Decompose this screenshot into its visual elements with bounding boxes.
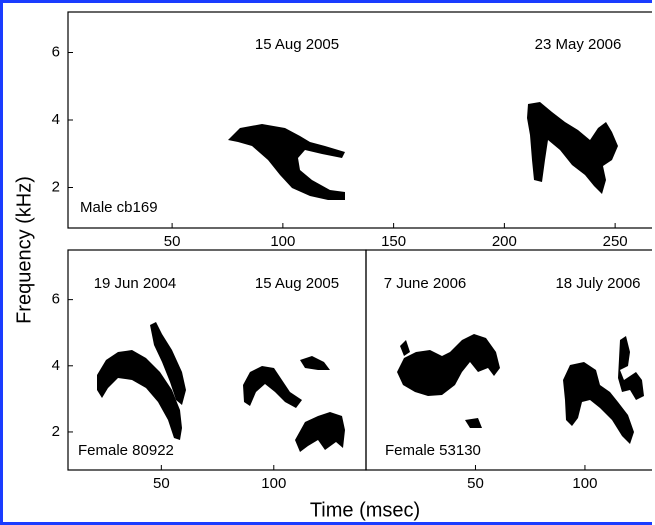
spectrogram-blob [563, 362, 634, 444]
spectrogram-blob [228, 124, 345, 200]
y-tick-label: 6 [52, 43, 60, 60]
x-tick-label: 100 [270, 233, 295, 250]
date-annotation: 19 Jun 2004 [94, 275, 177, 292]
spectrogram-blob [527, 102, 618, 194]
date-annotation: 7 June 2006 [384, 275, 467, 292]
spectrogram-blob [465, 418, 482, 428]
panel-label: Female 53130 [385, 442, 481, 459]
panel-frame [365, 249, 652, 471]
spectrogram-blob [150, 322, 186, 405]
x-tick-label: 100 [261, 475, 286, 492]
spectrogram-blob [243, 366, 302, 408]
y-tick-label: 4 [52, 111, 60, 128]
date-annotation: 18 July 2006 [555, 275, 640, 292]
spectrogram-blob [397, 334, 500, 396]
date-annotation: 15 Aug 2005 [255, 36, 339, 53]
x-tick-label: 100 [572, 475, 597, 492]
spectrogram-blob [618, 336, 644, 400]
y-tick-label: 2 [52, 423, 60, 440]
y-axis-label: Frequency (kHz) [13, 176, 35, 324]
spectrogram-blob [97, 350, 182, 440]
x-tick-label: 250 [603, 233, 628, 250]
y-tick-label: 4 [52, 357, 60, 374]
spectrogram-blob [400, 340, 410, 356]
spectrogram-blob [295, 412, 345, 452]
panel-label: Male cb169 [80, 199, 158, 216]
y-tick-label: 6 [52, 291, 60, 308]
x-tick-label: 50 [164, 233, 181, 250]
x-tick-label: 50 [153, 475, 170, 492]
y-tick-label: 2 [52, 178, 60, 195]
spectrogram-blob [300, 356, 330, 370]
figure: Frequency (kHz) Time (msec) 2 4 6 50 100 150 2… [13, 11, 652, 521]
date-annotation: 23 May 2006 [535, 36, 622, 53]
date-annotation: 15 Aug 2005 [255, 275, 339, 292]
x-tick-label: 150 [381, 233, 406, 250]
x-tick-label: 200 [492, 233, 517, 250]
x-tick-label: 50 [467, 475, 484, 492]
x-axis-label: Time (msec) [310, 499, 420, 521]
panel-label: Female 80922 [78, 442, 174, 459]
